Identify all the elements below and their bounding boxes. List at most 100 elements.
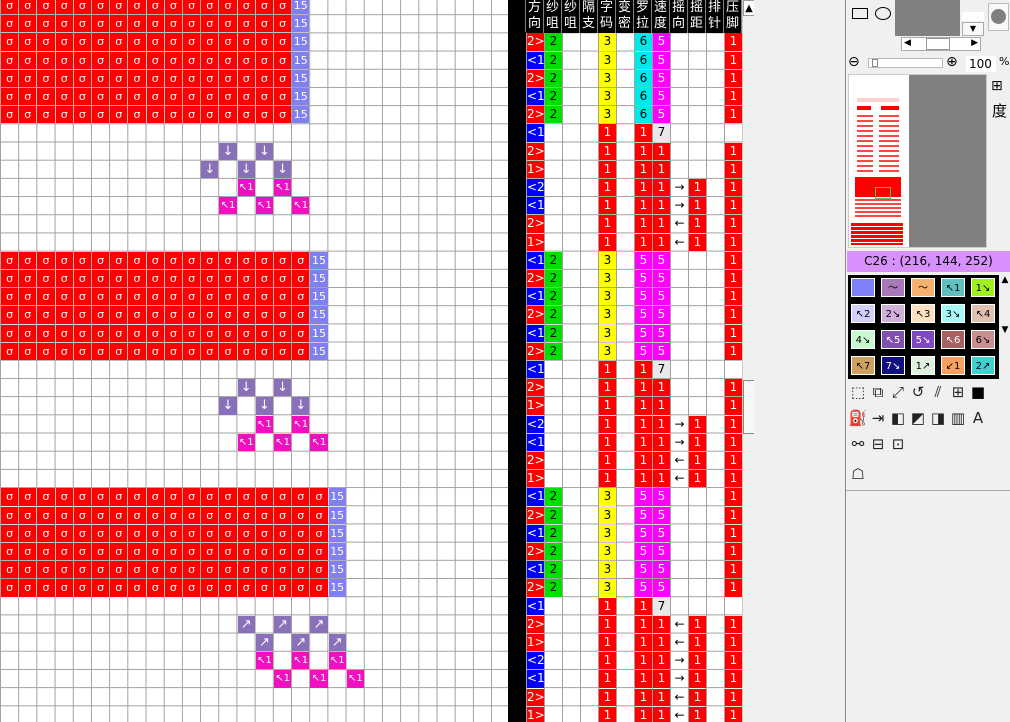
knit-stitch-cell[interactable]: σ [292,579,310,597]
color-swatch-icon[interactable]: ■ [970,383,986,401]
direction-cell[interactable]: <1 [527,670,544,688]
knit-stitch-cell[interactable]: σ [19,288,37,306]
swing-distance-cell[interactable]: 1 [689,615,706,633]
speed-cell[interactable]: 1 [653,197,670,215]
knit-stitch-cell[interactable]: σ [73,106,91,124]
yarn-carrier-cell[interactable]: 2 [545,88,562,106]
knit-stitch-cell[interactable]: σ [310,488,328,506]
knit-stitch-cell[interactable]: σ [55,106,73,124]
knit-stitch-cell[interactable]: σ [146,33,164,51]
knit-stitch-cell[interactable]: σ [73,524,91,542]
direction-cell[interactable]: <2 [527,415,544,433]
knit-stitch-cell[interactable]: σ [219,488,237,506]
knit-stitch-cell[interactable]: σ [164,69,182,87]
direction-cell[interactable]: 2> [527,342,544,360]
presser-foot-cell[interactable]: 1 [725,415,742,433]
speed-cell[interactable]: 5 [653,33,670,51]
knit-stitch-cell[interactable]: σ [219,506,237,524]
knit-stitch-cell[interactable]: σ [183,69,201,87]
insert-col-icon[interactable]: ⊡ [891,435,905,453]
code-cell[interactable]: 1 [599,233,616,251]
knit-stitch-cell[interactable]: σ [146,561,164,579]
knit-stitch-cell[interactable]: σ [1,543,19,561]
speed-cell[interactable]: 1 [653,634,670,652]
knit-stitch-cell[interactable]: σ [19,15,37,33]
direction-cell[interactable]: 1> [527,233,544,251]
code-cell[interactable]: 1 [599,142,616,160]
direction-cell[interactable]: 1> [527,397,544,415]
knit-stitch-cell[interactable]: σ [183,524,201,542]
knit-stitch-cell[interactable]: σ [55,524,73,542]
yarn-carrier-cell[interactable]: 2 [545,51,562,69]
knit-stitch-cell[interactable]: σ [128,0,146,15]
knit-stitch-cell[interactable]: σ [128,324,146,342]
presser-foot-cell[interactable]: 1 [725,233,742,251]
roller-cell[interactable]: 5 [635,342,652,360]
code-cell[interactable]: 3 [599,543,616,561]
knit-stitch-cell[interactable]: σ [73,342,91,360]
knit-stitch-cell[interactable]: σ [164,543,182,561]
knit-stitch-cell[interactable]: σ [73,15,91,33]
knit-stitch-cell[interactable]: σ [274,288,292,306]
knit-stitch-cell[interactable]: σ [55,488,73,506]
swing-distance-cell[interactable]: 1 [689,706,706,722]
knit-stitch-cell[interactable]: σ [37,342,55,360]
roller-cell[interactable]: 6 [635,88,652,106]
cross-transfer-stitch[interactable]: ↖1 [310,670,328,688]
mirror-icon[interactable]: ◧ [890,409,906,427]
knit-stitch-cell[interactable]: σ [219,524,237,542]
knit-stitch-cell[interactable]: σ [73,88,91,106]
knit-stitch-cell[interactable]: σ [92,488,110,506]
knit-stitch-cell[interactable]: σ [55,51,73,69]
knit-stitch-cell[interactable]: σ [255,543,273,561]
knit-stitch-cell[interactable]: σ [183,288,201,306]
knit-stitch-cell[interactable]: σ [274,0,292,15]
palette-swatch[interactable]: ↖5 [878,327,908,352]
knit-stitch-cell[interactable]: σ [201,579,219,597]
speed-cell[interactable]: 1 [653,415,670,433]
circle-brush-button[interactable] [988,3,1009,31]
knit-stitch-cell[interactable]: σ [55,324,73,342]
knit-stitch-cell[interactable]: σ [37,69,55,87]
knit-stitch-cell[interactable]: σ [255,88,273,106]
speed-cell[interactable]: 5 [653,306,670,324]
yarn-carrier-cell[interactable]: 2 [545,579,562,597]
presser-foot-cell[interactable]: 1 [725,342,742,360]
split-icon[interactable]: ⊞ [951,383,965,401]
knit-stitch-cell[interactable]: σ [201,33,219,51]
knit-stitch-cell[interactable]: σ [19,488,37,506]
code-cell[interactable]: 1 [599,670,616,688]
knit-stitch-cell[interactable]: σ [292,342,310,360]
presser-foot-cell[interactable]: 1 [725,197,742,215]
knit-stitch-cell[interactable]: σ [274,270,292,288]
knit-stitch-cell[interactable]: σ [201,543,219,561]
direction-cell[interactable]: 2> [527,452,544,470]
knit-stitch-cell[interactable]: σ [274,33,292,51]
knit-stitch-cell[interactable]: σ [1,251,19,269]
roller-cell[interactable]: 1 [635,452,652,470]
knit-stitch-cell[interactable]: σ [110,88,128,106]
figure-icon[interactable]: ☖ [851,465,865,483]
code-cell[interactable]: 1 [599,197,616,215]
presser-foot-cell[interactable]: 1 [725,88,742,106]
code-cell[interactable]: 1 [599,415,616,433]
knit-stitch-cell[interactable]: σ [92,251,110,269]
resize-icon[interactable]: ⤢ [891,383,904,401]
knit-stitch-cell[interactable]: σ [19,543,37,561]
select-icon[interactable]: ⬚ [850,383,866,401]
knit-stitch-cell[interactable]: σ [128,506,146,524]
roller-cell[interactable]: 1 [635,615,652,633]
knit-stitch-cell[interactable]: σ [183,342,201,360]
knit-stitch-cell[interactable]: σ [183,33,201,51]
roller-cell[interactable]: 1 [635,397,652,415]
knit-stitch-cell[interactable]: σ [201,0,219,15]
swing-distance-cell[interactable]: 1 [689,670,706,688]
direction-cell[interactable]: 2> [527,69,544,87]
knit-stitch-cell[interactable]: σ [92,342,110,360]
knit-stitch-cell[interactable]: σ [128,342,146,360]
knit-stitch-cell[interactable]: σ [201,324,219,342]
yarn-carrier-cell[interactable]: 2 [545,306,562,324]
knit-stitch-cell[interactable]: σ [19,251,37,269]
code-cell[interactable]: 1 [599,215,616,233]
knit-stitch-cell[interactable]: σ [110,488,128,506]
